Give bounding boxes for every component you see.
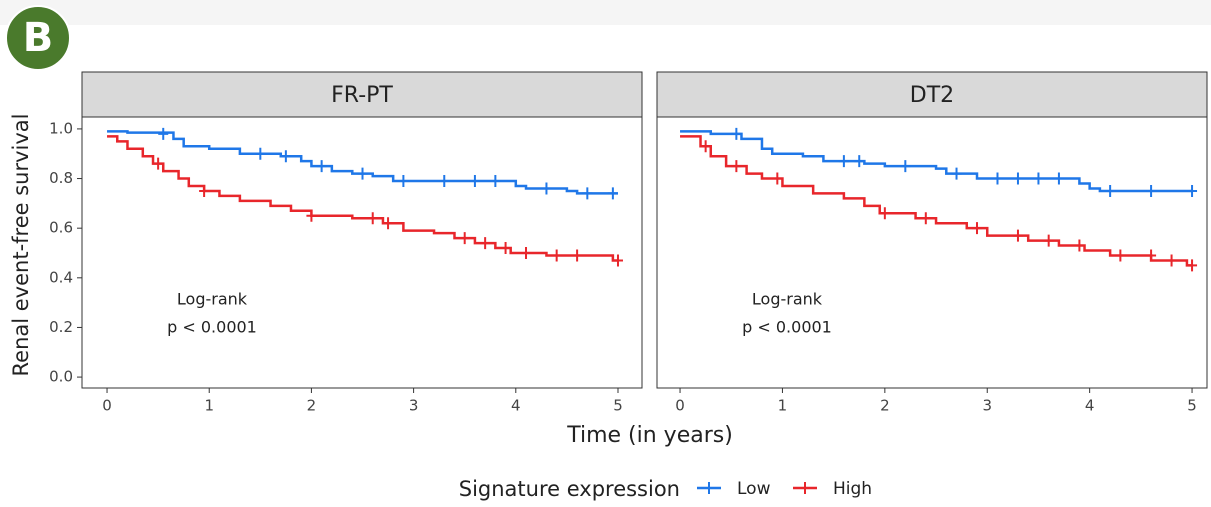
censor-mark bbox=[772, 172, 783, 185]
x-tick-label: 2 bbox=[307, 397, 317, 415]
censor-mark bbox=[900, 160, 911, 173]
censor-mark bbox=[731, 127, 742, 140]
censor-mark bbox=[1115, 249, 1126, 262]
survival-curve bbox=[680, 135, 1193, 267]
censor-mark bbox=[607, 187, 618, 200]
x-tick-label: 3 bbox=[982, 397, 992, 415]
panel-label: B bbox=[23, 15, 54, 61]
survival-curve bbox=[680, 130, 1193, 193]
annotation: Log-rank bbox=[177, 290, 248, 309]
censor-mark bbox=[1105, 184, 1116, 197]
censor-mark bbox=[469, 175, 480, 188]
censor-mark bbox=[1146, 249, 1157, 262]
legend-label: Low bbox=[737, 479, 771, 499]
survival-curve bbox=[107, 130, 618, 195]
censor-mark bbox=[700, 140, 711, 153]
censor-mark bbox=[838, 155, 849, 168]
annotation: Log-rank bbox=[752, 290, 823, 309]
censor-mark bbox=[972, 222, 983, 235]
censor-mark bbox=[879, 207, 890, 220]
censor-mark bbox=[480, 237, 491, 250]
censor-mark bbox=[551, 249, 562, 262]
x-tick-label: 4 bbox=[511, 397, 521, 415]
censor-mark bbox=[920, 212, 931, 225]
censor-mark bbox=[383, 217, 394, 230]
x-tick-label: 0 bbox=[102, 397, 112, 415]
y-axis-title: Renal event-free survival bbox=[9, 113, 33, 376]
x-tick-label: 1 bbox=[204, 397, 214, 415]
censor-mark bbox=[1043, 234, 1054, 247]
censor-mark bbox=[439, 175, 450, 188]
strip bbox=[656, 71, 1208, 118]
censor-mark bbox=[500, 242, 511, 255]
y-tick-label: 0.0 bbox=[49, 368, 73, 386]
panel-badge bbox=[5, 5, 71, 71]
censor-mark bbox=[1187, 259, 1198, 272]
censor-mark bbox=[1074, 239, 1085, 252]
censor-mark bbox=[280, 150, 291, 163]
censor-mark bbox=[367, 212, 378, 225]
x-tick-label: 0 bbox=[675, 397, 685, 415]
censor-mark bbox=[1053, 172, 1064, 185]
censor-mark bbox=[1033, 172, 1044, 185]
censor-mark bbox=[992, 172, 1003, 185]
panel-title: FR-PT bbox=[331, 83, 393, 108]
censor-mark bbox=[572, 249, 583, 262]
censor-mark bbox=[1187, 184, 1198, 197]
y-tick-label: 0.8 bbox=[49, 169, 73, 187]
y-tick-label: 0.2 bbox=[49, 318, 73, 336]
strip bbox=[81, 71, 643, 118]
top-strip bbox=[0, 0, 1211, 25]
x-tick-label: 1 bbox=[778, 397, 788, 415]
censor-mark bbox=[1012, 172, 1023, 185]
censor-mark bbox=[398, 175, 409, 188]
censor-mark bbox=[731, 160, 742, 173]
censor-mark bbox=[459, 232, 470, 245]
censor-mark bbox=[541, 182, 552, 195]
legend-title: Signature expression bbox=[459, 477, 680, 501]
x-tick-label: 4 bbox=[1085, 397, 1095, 415]
survival-curve bbox=[107, 135, 618, 262]
censor-mark bbox=[153, 157, 164, 170]
x-tick-label: 3 bbox=[409, 397, 419, 415]
panel-title: DT2 bbox=[910, 83, 954, 108]
annotation: p < 0.0001 bbox=[742, 318, 832, 337]
y-tick-label: 0.4 bbox=[49, 268, 73, 286]
censor-mark bbox=[951, 167, 962, 180]
censor-mark bbox=[582, 187, 593, 200]
censor-mark bbox=[316, 160, 327, 173]
censor-mark bbox=[612, 254, 623, 267]
plot-frame bbox=[81, 116, 643, 389]
censor-mark bbox=[521, 246, 532, 259]
censor-mark bbox=[357, 167, 368, 180]
annotation: p < 0.0001 bbox=[167, 318, 257, 337]
legend-label: High bbox=[833, 479, 872, 499]
plot-frame bbox=[656, 116, 1208, 389]
censor-mark bbox=[199, 184, 210, 197]
censor-mark bbox=[1012, 229, 1023, 242]
censor-mark bbox=[158, 127, 169, 140]
censor-mark bbox=[490, 175, 501, 188]
censor-mark bbox=[1146, 184, 1157, 197]
x-axis-title: Time (in years) bbox=[566, 423, 733, 448]
censor-mark bbox=[854, 155, 865, 168]
censor-mark bbox=[306, 209, 317, 222]
x-tick-label: 2 bbox=[880, 397, 890, 415]
x-tick-label: 5 bbox=[613, 397, 623, 415]
censor-mark bbox=[255, 147, 266, 160]
y-tick-label: 1.0 bbox=[49, 119, 73, 137]
x-tick-label: 5 bbox=[1187, 397, 1197, 415]
y-tick-label: 0.6 bbox=[49, 219, 73, 237]
censor-mark bbox=[1166, 254, 1177, 267]
